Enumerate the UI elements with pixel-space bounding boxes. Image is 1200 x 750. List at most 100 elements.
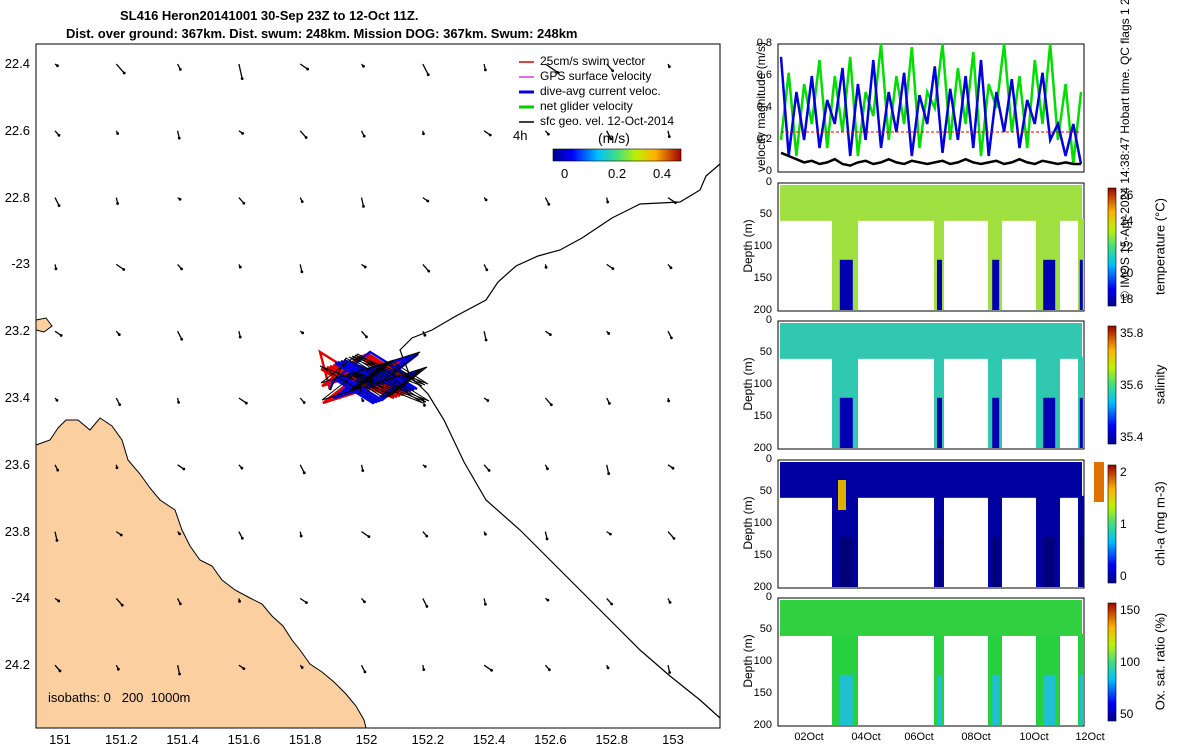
lat-tick-label: 23.4 xyxy=(4,390,30,405)
arrow-head xyxy=(667,399,671,403)
profile-deep-values xyxy=(1079,259,1083,310)
colorbar-tick: 35.4 xyxy=(1120,430,1144,444)
legend-entry: 25cm/s swim vector xyxy=(540,54,646,68)
current-arrow xyxy=(299,464,305,474)
profile-deep-values xyxy=(839,674,853,725)
arrow-head xyxy=(671,466,675,470)
arrow-head xyxy=(58,669,62,673)
profile-deep-values xyxy=(1079,397,1083,448)
colorbar-label: chl-a (mg m-3) xyxy=(1152,481,1168,566)
current-arrow xyxy=(115,63,125,74)
isobath-1000m xyxy=(399,163,721,719)
depth-ytick: 150 xyxy=(753,410,772,422)
profile-deep-values xyxy=(839,397,853,448)
arrow-head xyxy=(546,132,550,136)
arrow-head xyxy=(177,400,180,404)
arrow-head xyxy=(57,204,61,208)
current-arrow xyxy=(606,130,612,140)
colorbar-tick: 0.2 xyxy=(608,166,627,181)
arrow-head xyxy=(116,667,120,671)
arrow-head xyxy=(361,399,365,403)
arrow-head xyxy=(670,336,673,340)
current-arrow xyxy=(483,664,492,671)
depth-ylabel: Depth (m) xyxy=(741,219,755,273)
profile-deep-values xyxy=(1043,674,1056,725)
arrow-head xyxy=(484,602,487,606)
depth-ytick: 50 xyxy=(759,623,772,635)
footer-credit: © IMOS 15-Apr-2024 14:38:47 Hobart time.… xyxy=(1118,0,1132,300)
lon-tick-label: 152.4 xyxy=(472,732,506,747)
date-xtick: 08Oct xyxy=(961,731,991,743)
depth-ytick: 50 xyxy=(759,346,772,358)
arrow-head xyxy=(609,532,612,536)
arrow-head xyxy=(240,536,244,540)
profile-deep-values xyxy=(937,397,942,448)
colorbar-tick: 20 xyxy=(1120,266,1134,280)
depth-ylabel: Depth (m) xyxy=(741,634,755,688)
arrow-head xyxy=(425,534,429,538)
arrow-head xyxy=(484,338,488,342)
arrow-head xyxy=(549,403,553,407)
arrow-head xyxy=(423,465,427,468)
arrow-head xyxy=(117,333,121,336)
current-arrow xyxy=(544,397,552,406)
lon-tick-label: 151.6 xyxy=(227,732,261,747)
depth-ytick: 100 xyxy=(753,240,772,252)
colorbar-tick: 35.6 xyxy=(1120,378,1144,392)
chl-max-patch xyxy=(838,480,846,510)
arrow-head xyxy=(299,534,303,538)
arrow-head xyxy=(363,670,367,674)
depth-ytick: 100 xyxy=(753,517,772,529)
arrow-head xyxy=(363,600,366,604)
arrow-head xyxy=(547,202,551,206)
current-arrow xyxy=(606,63,614,72)
current-arrow xyxy=(422,63,429,75)
velocity-ytick: 0.8 xyxy=(756,37,772,49)
profile-colorbar xyxy=(1107,464,1117,584)
profile-surface-layer xyxy=(780,462,1082,498)
lat-tick-label: 22.4 xyxy=(4,56,30,71)
arrow-head xyxy=(362,64,365,68)
arrow-head xyxy=(667,135,671,139)
arrow-head xyxy=(178,197,182,201)
current-arrow xyxy=(361,531,370,538)
profile-colorbar xyxy=(1107,325,1117,445)
velocity-ytick: 0.2 xyxy=(756,133,772,145)
current-arrow xyxy=(115,597,123,606)
arrow-head xyxy=(606,200,610,204)
legend-entry: sfc geo. vel. 12-Oct-2014 xyxy=(540,114,675,128)
arrow-head xyxy=(427,269,431,273)
arrow-head xyxy=(362,204,365,208)
arrow-head xyxy=(488,133,492,137)
colorbar-tick: 50 xyxy=(1120,707,1134,721)
profile-deep-values xyxy=(1043,259,1056,310)
current-arrow xyxy=(667,197,676,204)
lat-tick-label: 22.8 xyxy=(4,189,30,205)
arrow-head xyxy=(238,265,242,269)
lat-tick-label: 22.6 xyxy=(4,122,30,138)
arrow-head xyxy=(178,67,182,71)
map-legend xyxy=(519,61,534,123)
depth-ytick: 0 xyxy=(765,453,772,465)
arrow-head xyxy=(609,137,613,141)
colorbar-tick: 26 xyxy=(1120,188,1134,202)
date-xtick: 12Oct xyxy=(1075,731,1105,743)
arrow-head xyxy=(178,532,181,536)
profile-deep-values xyxy=(937,259,942,310)
profile-surface-layer xyxy=(780,323,1082,359)
colorbar-tick: 150 xyxy=(1120,603,1141,617)
arrow-head xyxy=(546,467,549,471)
colorbar-tick: 100 xyxy=(1120,655,1141,669)
lat-tick-label: -24 xyxy=(11,590,30,606)
arrow-head xyxy=(487,469,491,472)
profile-deep-values xyxy=(992,397,1000,448)
depth-ytick: 0 xyxy=(765,591,772,603)
colorbar-tick: 22 xyxy=(1120,240,1134,254)
arrow-head xyxy=(610,602,614,606)
arrow-head xyxy=(672,536,676,540)
colorbar-tick: 0 xyxy=(561,166,569,181)
profile-deep-values xyxy=(839,536,853,587)
arrow-head xyxy=(244,401,248,405)
lon-tick-label: 152.8 xyxy=(595,732,628,747)
lat-tick-label: 23.8 xyxy=(4,523,30,539)
